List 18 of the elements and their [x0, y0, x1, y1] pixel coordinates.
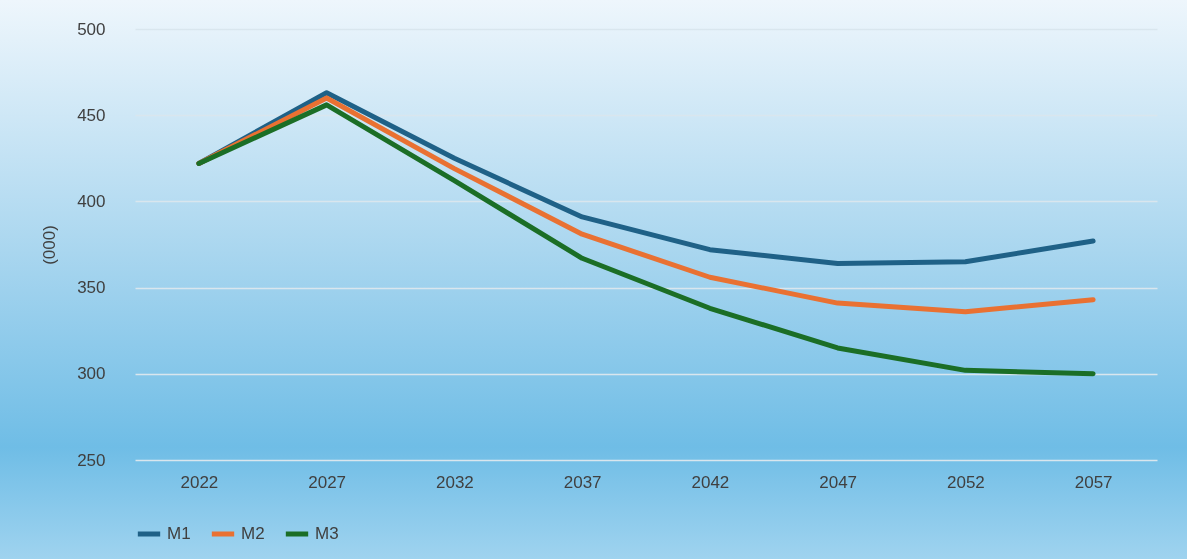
y-tick-label: 500: [77, 19, 106, 39]
x-tick-label: 2037: [563, 472, 602, 492]
legend-label: M1: [167, 524, 191, 543]
x-tick-label: 2042: [691, 472, 730, 492]
legend-label: M3: [315, 524, 339, 543]
legend-label: M2: [241, 524, 265, 543]
x-tick-label: 2022: [180, 472, 219, 492]
y-tick-label: 300: [77, 364, 106, 384]
x-tick-label: 2027: [308, 472, 347, 492]
y-tick-label: 350: [77, 278, 106, 298]
y-tick-label: 450: [77, 105, 106, 125]
x-tick-label: 2057: [1074, 472, 1113, 492]
x-tick-label: 2032: [435, 472, 474, 492]
y-tick-label: 250: [77, 450, 106, 470]
x-tick-label: 2052: [946, 472, 985, 492]
y-tick-label: 400: [77, 191, 106, 211]
y-axis-title: (000): [40, 225, 60, 265]
x-tick-label: 2047: [819, 472, 858, 492]
